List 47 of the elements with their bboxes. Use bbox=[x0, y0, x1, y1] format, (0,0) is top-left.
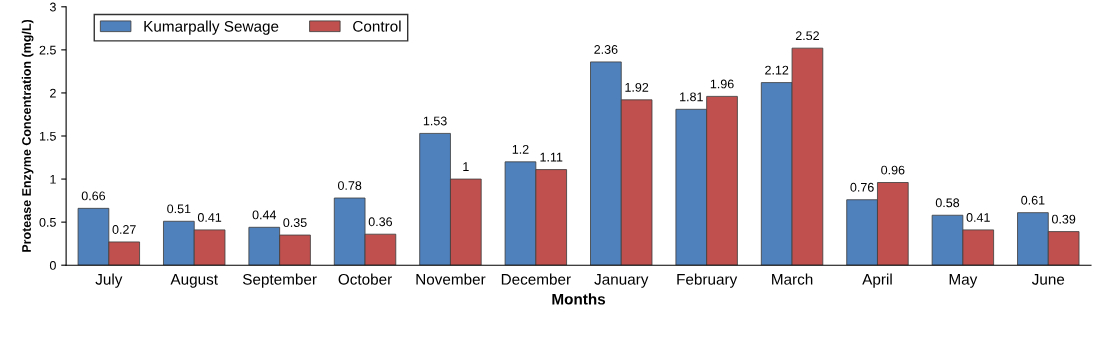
data-label: 1.92 bbox=[625, 82, 649, 92]
data-label: 1.2 bbox=[512, 144, 529, 154]
y-tick-label: 0.5 bbox=[39, 217, 56, 227]
legend-label: Kumarpally Sewage bbox=[144, 20, 279, 35]
y-tick-label: 1.5 bbox=[39, 131, 56, 141]
y-tick-label: 2 bbox=[50, 88, 56, 98]
data-label: 0.41 bbox=[197, 213, 222, 222]
y-tick-label: 0 bbox=[49, 261, 56, 270]
x-tick-label: March bbox=[772, 273, 813, 285]
y-tick-label: 1 bbox=[50, 175, 56, 184]
y-tick-label: 3 bbox=[49, 2, 56, 12]
data-label: 1.96 bbox=[710, 79, 734, 89]
x-tick-label: April bbox=[862, 273, 892, 288]
data-label: 0.58 bbox=[935, 198, 960, 208]
legend-label: Control bbox=[353, 20, 401, 32]
x-tick-label: May bbox=[949, 274, 978, 288]
data-label: 2.12 bbox=[765, 65, 789, 75]
data-label: 0.39 bbox=[1051, 214, 1076, 224]
x-tick-label: January bbox=[594, 274, 649, 288]
x-axis-title: Months bbox=[552, 293, 606, 305]
data-label: 0.61 bbox=[1021, 195, 1045, 205]
x-tick-label: October bbox=[338, 273, 392, 285]
x-tick-label: July bbox=[95, 273, 123, 288]
data-label: 0.96 bbox=[881, 165, 905, 175]
y-axis-title: Protease Enzyme Concentration (mg/L) bbox=[21, 19, 34, 252]
data-label: 0.44 bbox=[252, 210, 277, 220]
y-tick-label: 2.5 bbox=[39, 45, 56, 55]
data-label: 0.35 bbox=[283, 218, 307, 228]
data-label: 2.52 bbox=[795, 31, 819, 41]
x-tick-label: February bbox=[677, 273, 738, 288]
x-tick-label: September bbox=[242, 273, 317, 288]
x-tick-label: August bbox=[170, 274, 218, 288]
x-tick-label: November bbox=[416, 273, 486, 285]
data-label: 0.66 bbox=[81, 191, 106, 201]
data-label: 1.11 bbox=[540, 152, 563, 162]
data-label: 1.81 bbox=[680, 92, 703, 102]
data-label: 0.36 bbox=[368, 217, 393, 227]
x-tick-label: December bbox=[501, 273, 571, 285]
data-label: 0.41 bbox=[966, 213, 990, 222]
data-label: 2.36 bbox=[594, 45, 618, 54]
x-tick-label: June bbox=[1031, 274, 1065, 285]
data-label: 1.53 bbox=[423, 116, 447, 126]
data-label: 0.27 bbox=[112, 225, 136, 234]
data-label: 0.51 bbox=[167, 204, 191, 214]
data-label: 1 bbox=[463, 162, 469, 171]
data-label: 0.78 bbox=[337, 181, 362, 190]
data-label: 0.76 bbox=[850, 182, 874, 192]
